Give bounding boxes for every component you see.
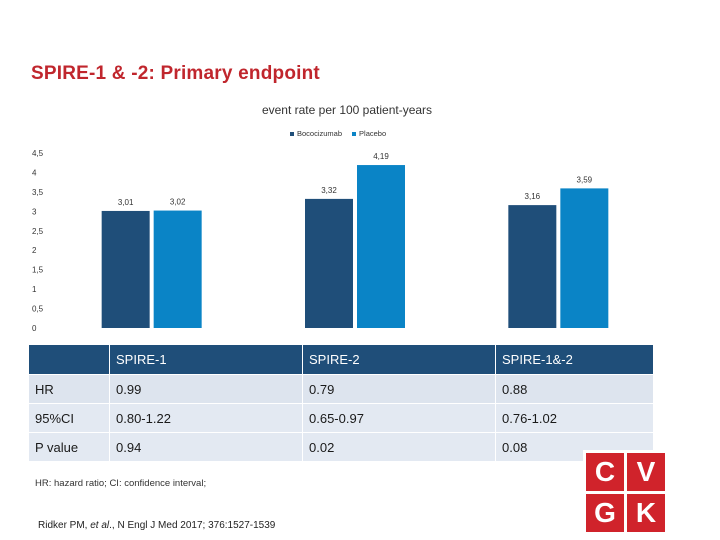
table-cell: 0.79 bbox=[302, 374, 496, 404]
results-table: SPIRE-1 SPIRE-2 SPIRE-1&-2 HR 0.99 0.79 … bbox=[28, 344, 654, 462]
table-row: P value 0.94 0.02 0.08 bbox=[28, 432, 654, 462]
y-tick-label: 2,5 bbox=[32, 227, 44, 236]
table-cell: P value bbox=[28, 432, 110, 462]
data-label: 3,02 bbox=[170, 198, 186, 207]
table-cell: 0.76-1.02 bbox=[495, 403, 654, 433]
table-cell: 0.02 bbox=[302, 432, 496, 462]
table-cell: 0.99 bbox=[109, 374, 303, 404]
legend-item-bococizumab: Bococizumab bbox=[290, 129, 342, 138]
footnote: HR: hazard ratio; CI: confidence interva… bbox=[35, 478, 207, 489]
bar-placebo bbox=[153, 210, 202, 328]
bar-bococizumab bbox=[305, 198, 353, 328]
data-label: 3,32 bbox=[321, 186, 337, 195]
table-cell: 0.88 bbox=[495, 374, 654, 404]
table-header-row: SPIRE-1 SPIRE-2 SPIRE-1&-2 bbox=[28, 344, 654, 375]
legend-label-bococizumab: Bococizumab bbox=[297, 129, 343, 138]
logo-letter-k: K bbox=[636, 497, 656, 528]
legend-label-placebo: Placebo bbox=[359, 129, 387, 138]
table-cell: 0.65-0.97 bbox=[302, 403, 496, 433]
data-label: 4,19 bbox=[373, 152, 389, 161]
bar-chart: 0 0,5 1 1,5 2 2,5 3 3,5 4 4,5 3,01 3,02 3,32 4,19 3,16… bbox=[32, 149, 609, 333]
slide-title: SPIRE-1 & -2: Primary endpoint bbox=[31, 63, 320, 84]
legend-swatch-placebo bbox=[352, 131, 357, 136]
y-tick-label: 0 bbox=[32, 324, 37, 333]
bar-bococizumab bbox=[101, 210, 150, 328]
legend-swatch-bococizumab bbox=[290, 131, 294, 136]
y-tick-label: 2 bbox=[32, 246, 37, 255]
table-cell: 95%CI bbox=[28, 403, 110, 433]
bar-bococizumab bbox=[508, 205, 557, 328]
y-tick-label: 1 bbox=[32, 285, 37, 294]
citation-etal: et al bbox=[90, 520, 110, 531]
table-cell: 0.80-1.22 bbox=[109, 403, 303, 433]
cvgk-logo: C V G K bbox=[583, 450, 668, 535]
citation-authors: Ridker PM, bbox=[38, 520, 91, 531]
y-tick-label: 4 bbox=[32, 168, 37, 177]
bar-placebo bbox=[560, 188, 609, 328]
table-header-cell: SPIRE-1 bbox=[109, 344, 303, 375]
table-row: HR 0.99 0.79 0.88 bbox=[28, 374, 654, 404]
table-header-cell: SPIRE-2 bbox=[302, 344, 496, 375]
y-tick-label: 1,5 bbox=[32, 266, 44, 275]
data-label: 3,16 bbox=[525, 192, 541, 201]
table-cell: 0.08 bbox=[495, 432, 654, 462]
bar-placebo bbox=[357, 165, 405, 328]
table-header-cell bbox=[28, 344, 110, 375]
y-tick-label: 4,5 bbox=[32, 149, 44, 158]
legend-item-placebo: Placebo bbox=[352, 129, 386, 138]
logo-letter-c: C bbox=[595, 456, 615, 487]
table-cell: 0.94 bbox=[109, 432, 303, 462]
data-label: 3,01 bbox=[118, 198, 134, 207]
y-tick-label: 3 bbox=[32, 207, 37, 216]
chart-subtitle: event rate per 100 patient-years bbox=[261, 103, 433, 117]
logo-letter-g: G bbox=[594, 497, 616, 528]
y-tick-label: 0,5 bbox=[32, 305, 44, 314]
y-tick-label: 3,5 bbox=[32, 188, 44, 197]
table-row: 95%CI 0.80-1.22 0.65-0.97 0.76-1.02 bbox=[28, 403, 654, 433]
chart-legend: Bococizumab Placebo bbox=[290, 129, 386, 138]
citation-journal: ., N Engl J Med 2017; 376:1527-1539 bbox=[109, 520, 276, 531]
data-label: 3,59 bbox=[577, 175, 593, 184]
logo-letter-v: V bbox=[637, 456, 656, 487]
table-header-cell: SPIRE-1&-2 bbox=[495, 344, 654, 375]
citation: Ridker PM, et al., N Engl J Med 2017; 37… bbox=[38, 520, 275, 531]
table-cell: HR bbox=[28, 374, 110, 404]
